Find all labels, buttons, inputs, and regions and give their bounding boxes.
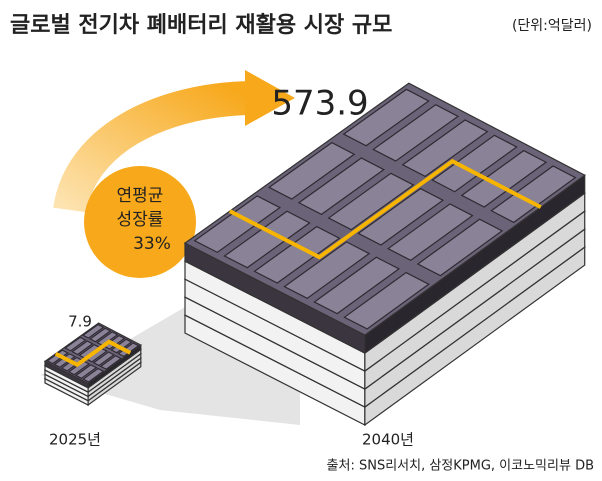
annotation: 33% — [133, 234, 171, 254]
cell — [283, 241, 371, 300]
source: 출처: SNS리서치, 삼정KPMG, 이코노믹리뷰 DB — [327, 459, 594, 474]
cell — [71, 340, 94, 356]
cell — [64, 336, 87, 352]
battery-pack — [43, 322, 142, 407]
cell — [193, 195, 281, 254]
growth-arrow — [53, 81, 251, 214]
cell — [92, 351, 116, 367]
annotation: 성장률 — [117, 210, 164, 230]
cell — [96, 331, 119, 347]
cell — [81, 323, 105, 339]
chart-title: 글로벌 전기차 폐배터리 재활용 시장 규모 — [10, 13, 392, 38]
cell — [386, 203, 474, 262]
bus-line — [54, 339, 132, 368]
cell — [343, 271, 430, 330]
unit-label: (단위:억달러) — [512, 18, 592, 34]
value-label: 573.9 — [271, 84, 368, 124]
cell — [297, 157, 385, 216]
cell — [99, 354, 123, 370]
cell — [253, 225, 341, 284]
cell — [327, 172, 415, 231]
cell — [313, 256, 401, 315]
cell — [357, 187, 445, 246]
bus-line — [228, 158, 542, 260]
battery-pack — [183, 82, 586, 427]
cell — [460, 149, 548, 208]
cell — [82, 367, 105, 383]
cell — [88, 327, 112, 343]
cell — [490, 165, 577, 224]
cell — [223, 210, 311, 269]
x-tick-label: 2040년 — [362, 431, 414, 449]
cell — [74, 364, 98, 380]
value-label: 7.9 — [68, 313, 92, 331]
cagr-badge — [84, 166, 196, 278]
annotation: 연평균 — [117, 186, 164, 206]
x-tick-label: 2025년 — [49, 431, 101, 449]
cell — [372, 103, 460, 162]
cell — [431, 134, 518, 193]
cell — [401, 119, 489, 178]
cell — [342, 88, 430, 147]
cell — [416, 218, 504, 277]
cell — [268, 141, 356, 200]
arrow-head — [245, 70, 295, 126]
